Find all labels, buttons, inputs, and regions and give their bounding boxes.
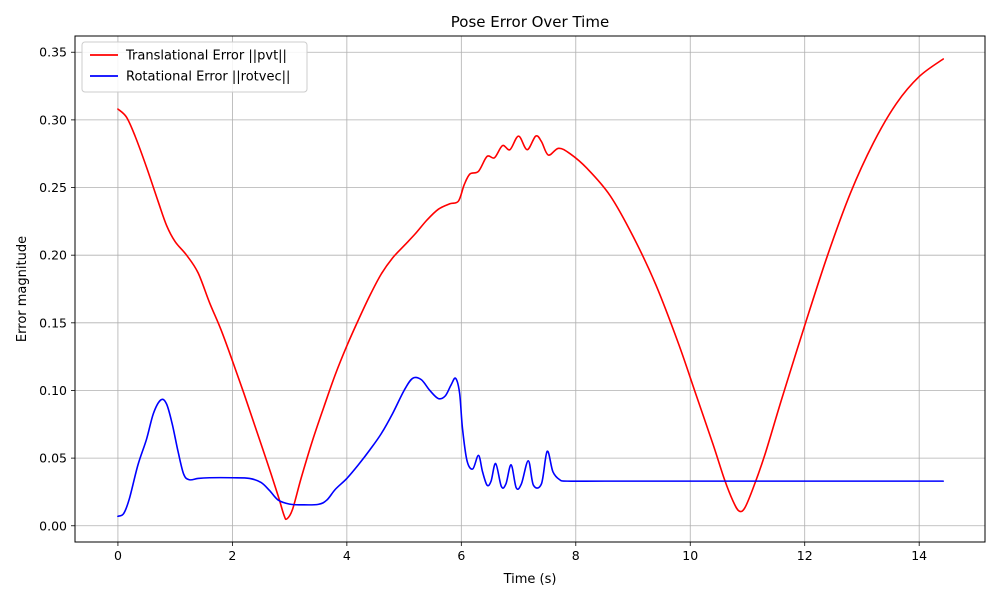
legend-label: Translational Error ||pvt|| [125,49,287,64]
ticks: 0 2 4 6 8 10 12 14 0.00 0.05 0.10 0.15 0.20 0.25 0.30 0… [39,45,927,563]
y-tick-label: 0.20 [39,248,67,263]
legend-label: Rotational Error ||rotvec|| [126,70,290,85]
chart-title: Pose Error Over Time [451,13,609,31]
x-tick-label: 2 [228,548,236,563]
y-tick-label: 0.25 [39,180,67,195]
y-tick-label: 0.30 [39,112,67,127]
grid [75,36,985,542]
series-layer [117,58,945,521]
y-tick-label: 0.00 [39,518,67,533]
x-tick-label: 12 [797,548,813,563]
legend: Translational Error ||pvt|| Rotational Er… [81,41,308,93]
legend-box [81,41,308,93]
y-axis-label: Error magnitude [15,236,30,342]
x-tick-label: 8 [572,548,580,563]
y-tick-label: 0.35 [39,45,67,60]
x-axis-label: Time (s) [503,572,557,587]
x-tick-label: 6 [457,548,465,563]
x-tick-label: 14 [911,548,927,563]
x-tick-label: 0 [114,548,122,563]
x-tick-label: 10 [682,548,698,563]
y-tick-label: 0.10 [39,383,67,398]
series-line-rotational-error [117,376,945,518]
axes-frame [74,35,986,543]
x-tick-label: 4 [343,548,351,563]
series-line-translational-error [117,58,945,521]
y-tick-label: 0.15 [39,315,67,330]
y-tick-label: 0.05 [39,451,67,466]
